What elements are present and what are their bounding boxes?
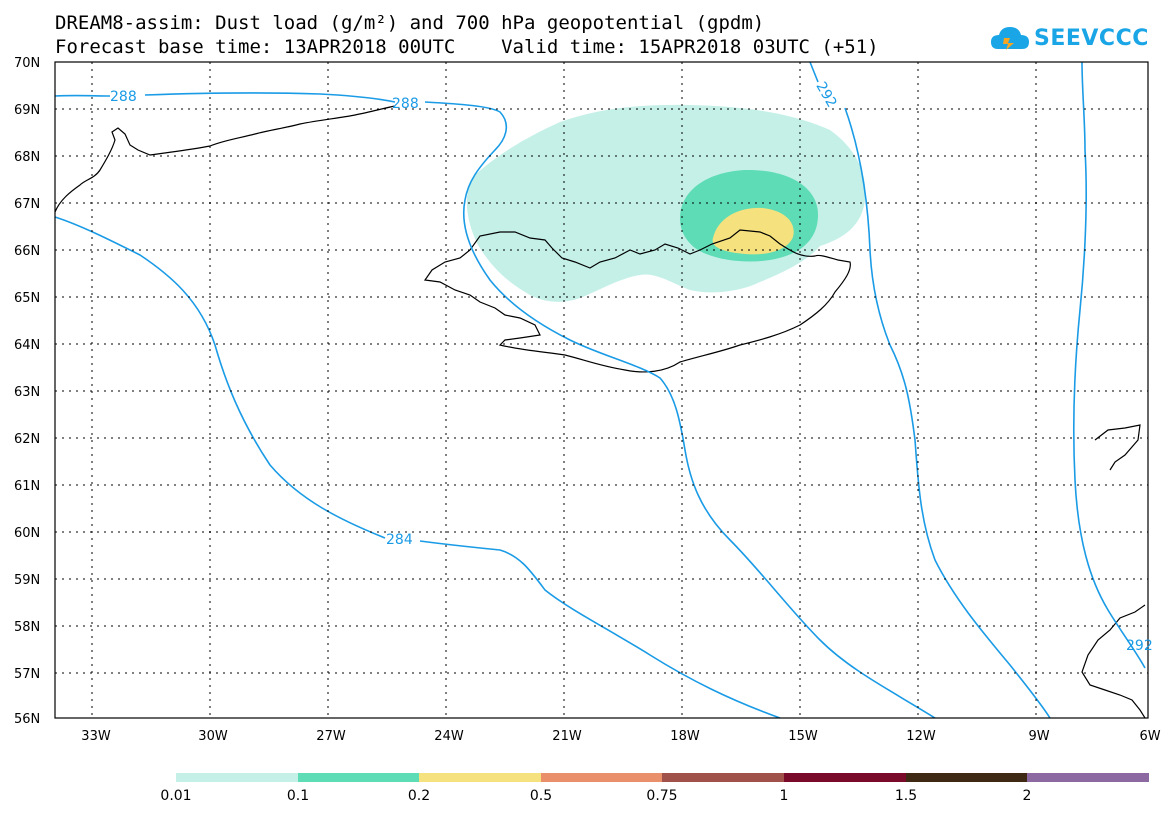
contour-284 bbox=[54, 216, 781, 719]
lon-label: 9W bbox=[1028, 729, 1049, 744]
lat-label: 63N bbox=[14, 385, 40, 400]
lat-label: 67N bbox=[14, 197, 40, 212]
colorbar-label: 2 bbox=[1023, 788, 1032, 804]
colorbar-swatch-2 bbox=[419, 773, 541, 782]
lon-label: 30W bbox=[198, 729, 228, 744]
logo-text: SEEVCCC bbox=[1034, 25, 1149, 51]
lon-label: 21W bbox=[552, 729, 582, 744]
contour-label: 292 bbox=[812, 79, 839, 110]
colorbar-swatch-1 bbox=[298, 773, 419, 782]
colorbar-swatch-4 bbox=[662, 773, 784, 782]
colorbar-label: 0.1 bbox=[287, 788, 309, 804]
lon-label: 27W bbox=[316, 729, 346, 744]
lat-label: 58N bbox=[14, 620, 40, 635]
colorbar-swatch-7 bbox=[1027, 773, 1149, 782]
faroe-shetland-coast bbox=[1094, 424, 1141, 471]
contour-label: 288 bbox=[392, 96, 419, 112]
colorbar-labels: 0.01 0.1 0.2 0.5 0.75 1 1.5 2 bbox=[160, 788, 1031, 804]
contour-288 bbox=[54, 92, 936, 719]
colorbar-label: 1 bbox=[780, 788, 789, 804]
lon-label: 6W bbox=[1139, 729, 1160, 744]
lat-label: 70N bbox=[14, 56, 40, 71]
lat-label: 60N bbox=[14, 526, 40, 541]
colorbar bbox=[176, 773, 1149, 782]
chart-title: DREAM8-assim: Dust load (g/m²) and 700 h… bbox=[55, 12, 765, 34]
colorbar-swatch-6 bbox=[906, 773, 1027, 782]
iceland-coast bbox=[423, 229, 851, 373]
cloud-icon bbox=[991, 27, 1029, 50]
colorbar-swatch-5 bbox=[784, 773, 906, 782]
colorbar-label: 0.2 bbox=[408, 788, 430, 804]
lon-label: 18W bbox=[670, 729, 700, 744]
lat-label: 69N bbox=[14, 103, 40, 118]
lon-labels: 33W 30W 27W 24W 21W 18W 15W 12W 9W 6W bbox=[81, 729, 1160, 744]
colorbar-label: 1.5 bbox=[895, 788, 917, 804]
greenland-coast bbox=[54, 105, 396, 213]
contour-label: 284 bbox=[386, 532, 413, 548]
dust-shading bbox=[466, 104, 866, 302]
scotland-coast bbox=[1081, 604, 1146, 719]
contour-label: 292 bbox=[1126, 638, 1153, 654]
lat-label: 56N bbox=[14, 712, 40, 727]
colorbar-label: 0.75 bbox=[646, 788, 677, 804]
colorbar-swatch-3 bbox=[541, 773, 662, 782]
colorbar-label: 0.01 bbox=[160, 788, 191, 804]
gridlines bbox=[55, 62, 1148, 718]
colorbar-label: 0.5 bbox=[530, 788, 552, 804]
lat-labels: 70N 69N 68N 67N 66N 65N 64N 63N 62N 61N … bbox=[14, 56, 40, 727]
geopotential-contours bbox=[54, 61, 1146, 719]
coastlines bbox=[54, 105, 1146, 719]
lat-label: 62N bbox=[14, 432, 40, 447]
lat-label: 66N bbox=[14, 244, 40, 259]
plot-frame bbox=[54, 61, 1149, 719]
colorbar-swatch-0 bbox=[176, 773, 298, 782]
lat-label: 68N bbox=[14, 150, 40, 165]
lon-label: 33W bbox=[81, 729, 111, 744]
seevccc-logo: SEEVCCC bbox=[990, 20, 1149, 56]
chart-subtitle: Forecast base time: 13APR2018 00UTC Vali… bbox=[55, 36, 879, 58]
contour-292-east bbox=[809, 61, 1051, 719]
lat-label: 59N bbox=[14, 573, 40, 588]
lon-label: 12W bbox=[906, 729, 936, 744]
lon-label: 15W bbox=[788, 729, 818, 744]
contour-292-far-east bbox=[1073, 61, 1146, 669]
lat-label: 64N bbox=[14, 338, 40, 353]
lat-label: 61N bbox=[14, 479, 40, 494]
lon-label: 24W bbox=[434, 729, 464, 744]
contour-label: 288 bbox=[110, 89, 137, 105]
lat-label: 57N bbox=[14, 667, 40, 682]
lat-label: 65N bbox=[14, 291, 40, 306]
